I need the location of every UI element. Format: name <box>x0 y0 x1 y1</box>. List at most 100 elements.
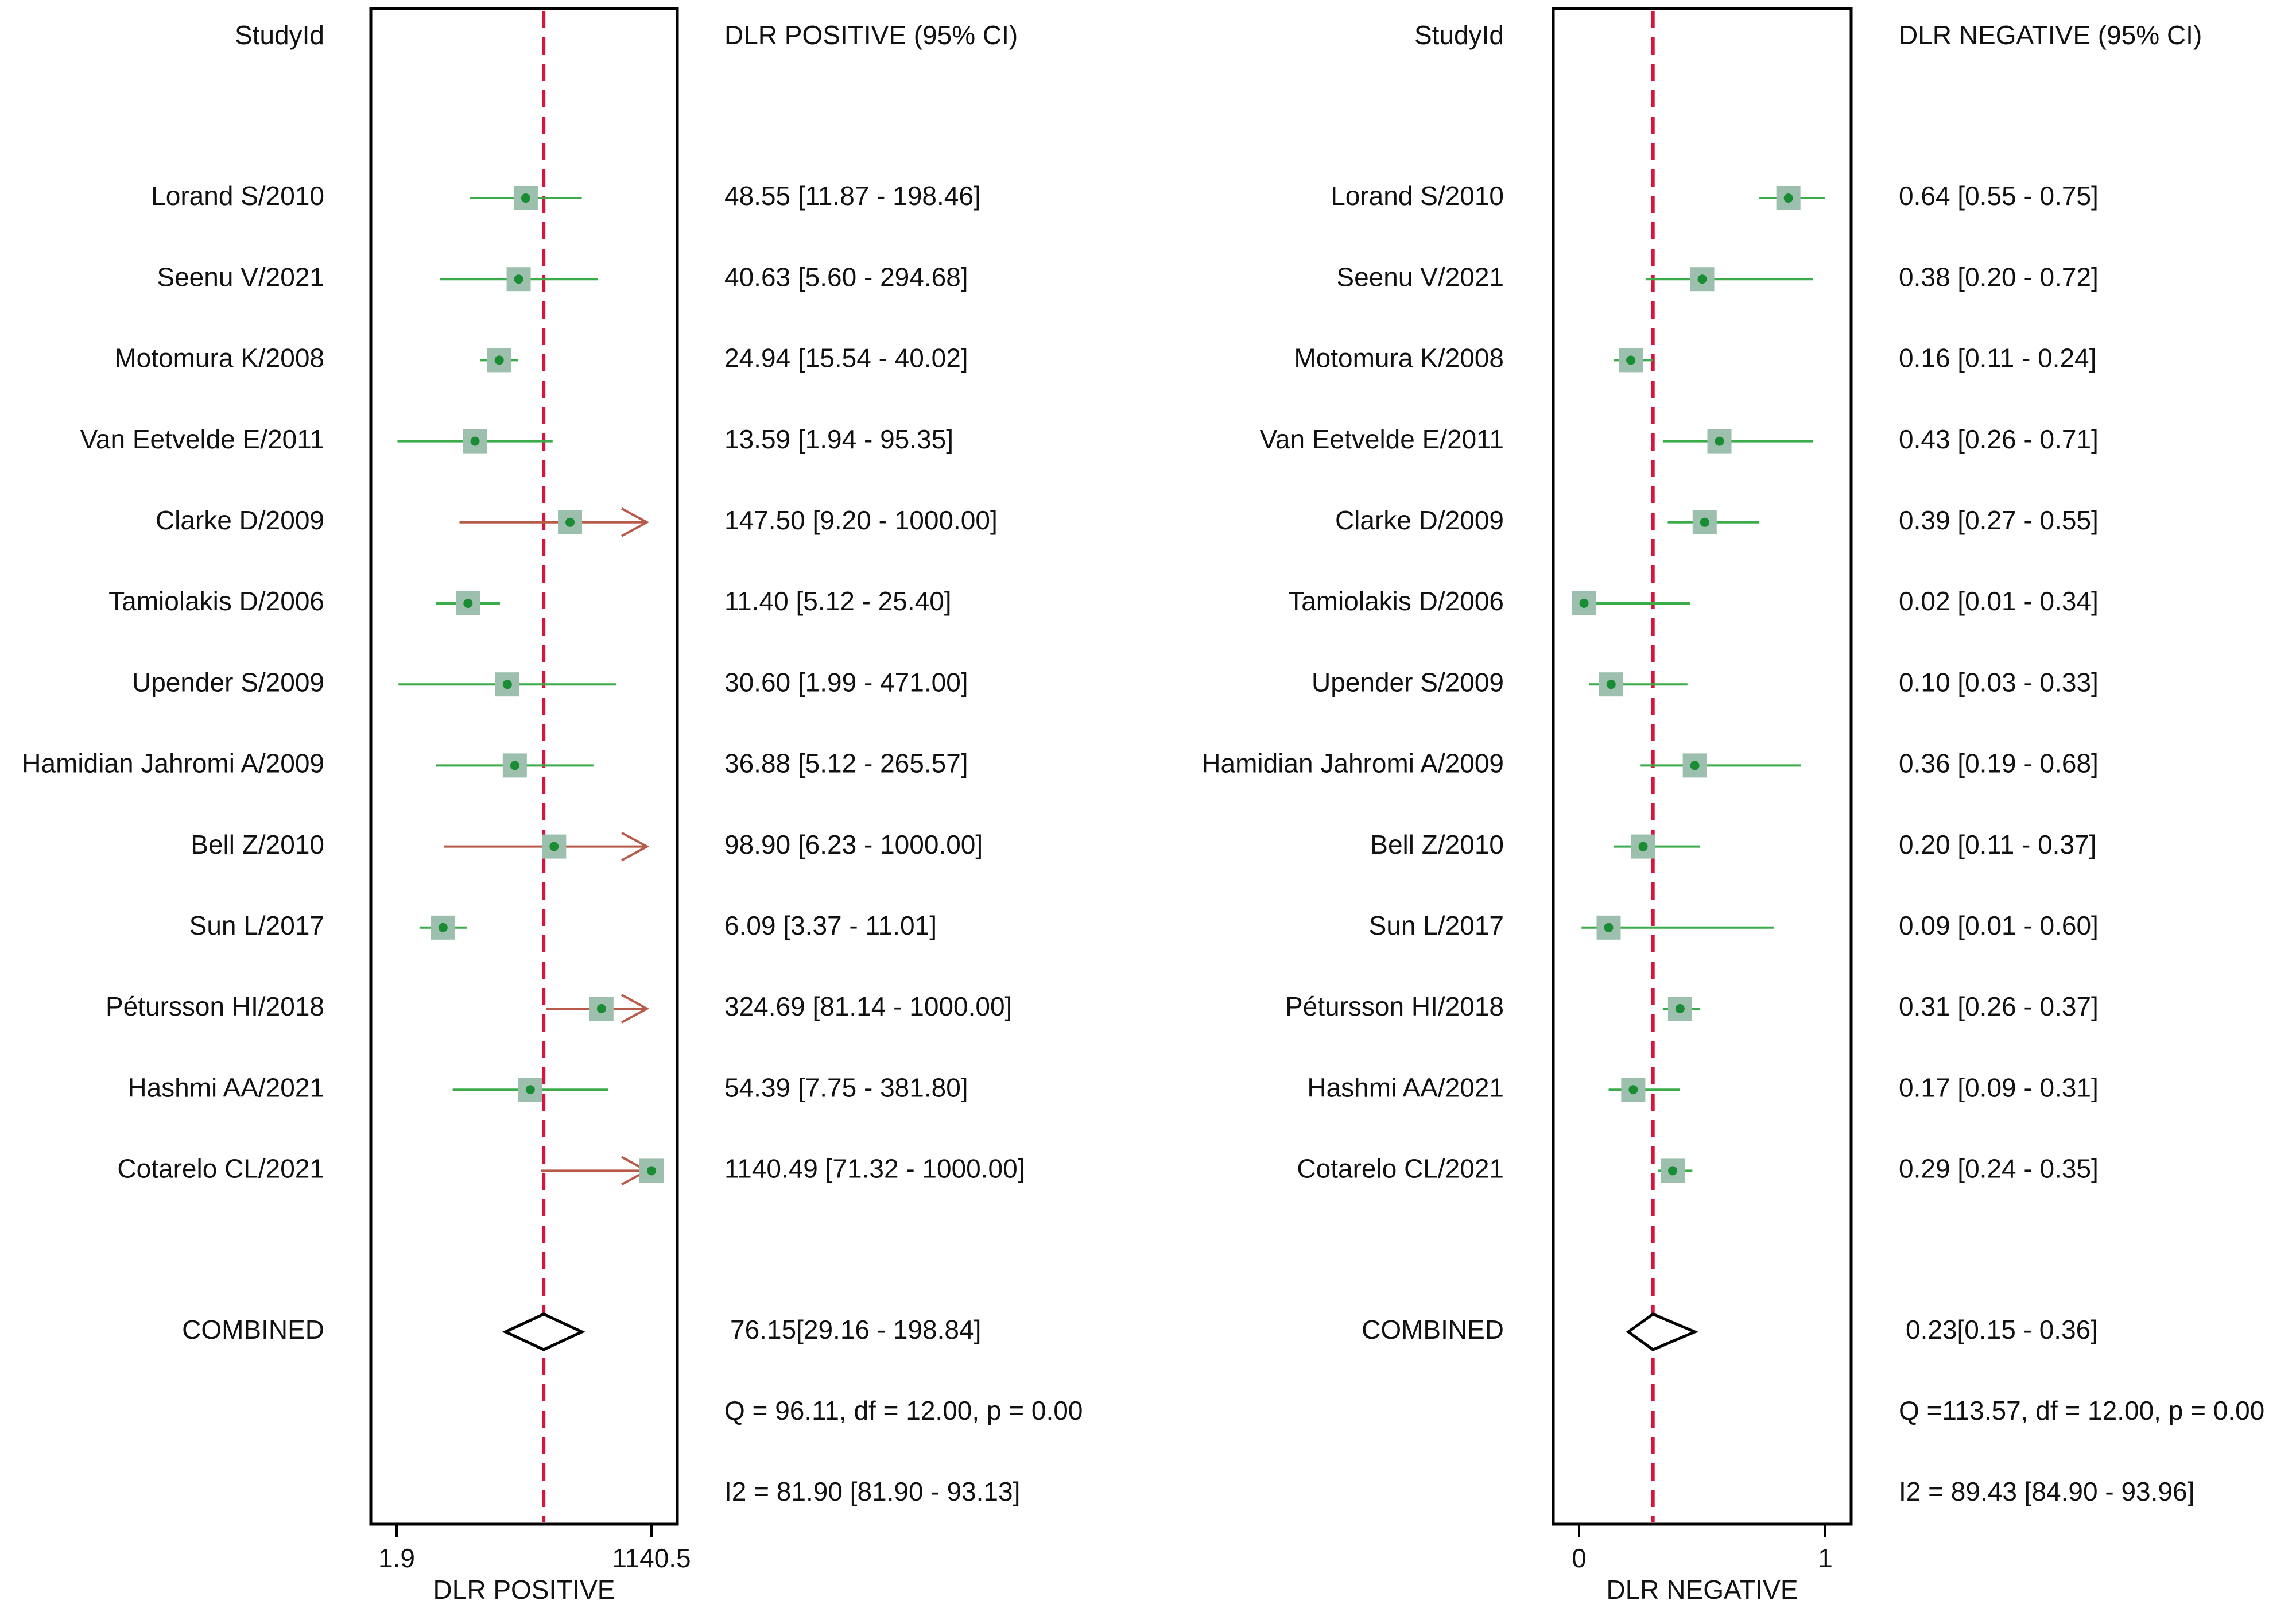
study-ci-value: 0.20 [0.11 - 0.37] <box>1899 830 2096 859</box>
study-ci-value: 0.64 [0.55 - 0.75] <box>1899 181 2099 211</box>
point-estimate <box>1638 842 1648 851</box>
study-label: Sun L/2017 <box>1369 910 1504 940</box>
point-estimate <box>1690 761 1700 770</box>
x-axis-label: DLR POSITIVE <box>433 1575 615 1605</box>
study-ci-value: 98.90 [6.23 - 1000.00] <box>724 830 983 859</box>
combined-ci-value: 76.15[29.16 - 198.84] <box>730 1315 981 1344</box>
study-label: Hamidian Jahromi A/2009 <box>22 749 324 778</box>
ci-arrow-icon <box>621 831 650 862</box>
point-estimate <box>1700 517 1709 527</box>
x-tick-label: 0 <box>1572 1543 1587 1573</box>
ci-arrow-icon <box>621 507 650 537</box>
point-estimate <box>549 842 559 851</box>
forest-panel-negative: StudyId DLR NEGATIVE (95% CI) Lorand S/201… <box>1201 7 2264 1605</box>
study-ci-value: 6.09 [3.37 - 11.01] <box>724 910 937 940</box>
i2-statistic: I2 = 81.90 [81.90 - 93.13] <box>724 1477 1020 1506</box>
study-ci-value: 40.63 [5.60 - 294.68] <box>724 262 968 292</box>
combined-diamond <box>502 1312 585 1351</box>
study-ci-value: 0.29 [0.24 - 0.35] <box>1899 1154 2099 1184</box>
study-label: Lorand S/2010 <box>151 181 324 211</box>
point-estimate <box>646 1166 656 1176</box>
study-label: Clarke D/2009 <box>1335 505 1504 535</box>
study-label: Hashmi AA/2021 <box>127 1072 324 1102</box>
point-estimate <box>565 517 575 527</box>
point-estimate <box>514 274 523 284</box>
study-ci-value: 13.59 [1.94 - 95.35] <box>724 424 953 454</box>
combined-label: COMBINED <box>1362 1315 1504 1344</box>
study-ci-value: 30.60 [1.99 - 471.00] <box>724 667 968 697</box>
study-label: Bell Z/2010 <box>191 830 324 859</box>
study-label: Van Eetvelde E/2011 <box>1260 424 1504 454</box>
combined-label: COMBINED <box>182 1315 324 1344</box>
study-ci-value: 0.36 [0.19 - 0.68] <box>1899 749 2099 778</box>
study-ci-value: 0.16 [0.11 - 0.24] <box>1899 343 2096 373</box>
study-ci-value: 0.39 [0.27 - 0.55] <box>1899 505 2099 535</box>
study-ci-value: 0.17 [0.09 - 0.31] <box>1899 1072 2099 1102</box>
combined-ci-value: 0.23[0.15 - 0.36] <box>1906 1315 2098 1344</box>
study-ci-value: 147.50 [9.20 - 1000.00] <box>724 505 998 535</box>
study-ci-value: 0.38 [0.20 - 0.72] <box>1899 262 2099 292</box>
point-estimate <box>1606 680 1616 689</box>
i2-statistic: I2 = 89.43 [84.90 - 93.96] <box>1899 1477 2194 1506</box>
study-label: Upender S/2009 <box>1312 667 1504 697</box>
ci-column-header: DLR NEGATIVE (95% CI) <box>1899 20 2202 50</box>
study-ci-value: 36.88 [5.12 - 265.57] <box>724 749 968 778</box>
point-estimate <box>1783 193 1793 203</box>
forest-panel-positive: StudyId DLR POSITIVE (95% CI) Lorand S/201… <box>22 7 1083 1605</box>
study-label: Seenu V/2021 <box>1336 262 1504 292</box>
study-id-header: StudyId <box>235 20 324 50</box>
point-estimate <box>1604 923 1614 932</box>
point-estimate <box>510 761 519 770</box>
point-estimate <box>438 923 448 932</box>
q-statistic: Q = 96.11, df = 12.00, p = 0.00 <box>724 1396 1083 1425</box>
study-label: Pétursson HI/2018 <box>1285 991 1504 1021</box>
q-statistic: Q =113.57, df = 12.00, p = 0.00 <box>1899 1396 2264 1425</box>
point-estimate <box>521 193 530 203</box>
point-estimate <box>502 680 512 689</box>
point-estimate <box>596 1004 606 1013</box>
plot-frame <box>1552 7 1853 1526</box>
study-label: Cotarelo CL/2021 <box>1297 1154 1504 1184</box>
study-label: Tamiolakis D/2006 <box>108 586 324 616</box>
point-estimate <box>1697 274 1707 284</box>
study-ci-value: 0.10 [0.03 - 0.33] <box>1899 667 2099 697</box>
study-label: Cotarelo CL/2021 <box>117 1154 324 1184</box>
study-label: Sun L/2017 <box>189 910 324 940</box>
point-estimate <box>1715 436 1724 446</box>
study-label: Hashmi AA/2021 <box>1307 1072 1504 1102</box>
point-estimate <box>494 355 504 365</box>
study-ci-value: 24.94 [15.54 - 40.02] <box>724 343 968 373</box>
study-ci-value: 324.69 [81.14 - 1000.00] <box>724 991 1012 1021</box>
study-label: Motomura K/2008 <box>114 343 324 373</box>
x-tick-label: 1140.5 <box>612 1543 691 1573</box>
study-label: Tamiolakis D/2006 <box>1288 586 1504 616</box>
point-estimate <box>1628 1085 1638 1095</box>
study-label: Bell Z/2010 <box>1370 830 1504 859</box>
point-estimate <box>463 599 473 608</box>
study-ci-value: 0.09 [0.01 - 0.60] <box>1899 910 2099 940</box>
combined-diamond <box>1626 1312 1699 1351</box>
study-label: Clarke D/2009 <box>156 505 324 535</box>
study-ci-value: 0.02 [0.01 - 0.34] <box>1899 586 2099 616</box>
study-label: Hamidian Jahromi A/2009 <box>1201 749 1504 778</box>
point-estimate <box>1668 1166 1678 1176</box>
plot-frame <box>369 7 679 1526</box>
study-ci-value: 0.31 [0.26 - 0.37] <box>1899 991 2099 1021</box>
point-estimate <box>470 436 480 446</box>
point-estimate <box>1579 599 1589 608</box>
ci-column-header: DLR POSITIVE (95% CI) <box>724 20 1018 50</box>
point-estimate <box>525 1085 535 1095</box>
ci-arrow-icon <box>621 994 650 1024</box>
study-ci-value: 54.39 [7.75 - 381.80] <box>724 1072 968 1102</box>
study-label: Seenu V/2021 <box>157 262 324 292</box>
study-ci-value: 11.40 [5.12 - 25.40] <box>724 586 952 616</box>
study-label: Pétursson HI/2018 <box>106 991 324 1021</box>
study-label: Lorand S/2010 <box>1331 181 1504 211</box>
point-estimate <box>1675 1004 1685 1013</box>
study-label: Upender S/2009 <box>132 667 324 697</box>
study-ci-value: 48.55 [11.87 - 198.46] <box>724 181 981 211</box>
x-tick-label: 1 <box>1818 1543 1833 1573</box>
point-estimate <box>1626 355 1636 365</box>
study-label: Van Eetvelde E/2011 <box>80 424 324 454</box>
